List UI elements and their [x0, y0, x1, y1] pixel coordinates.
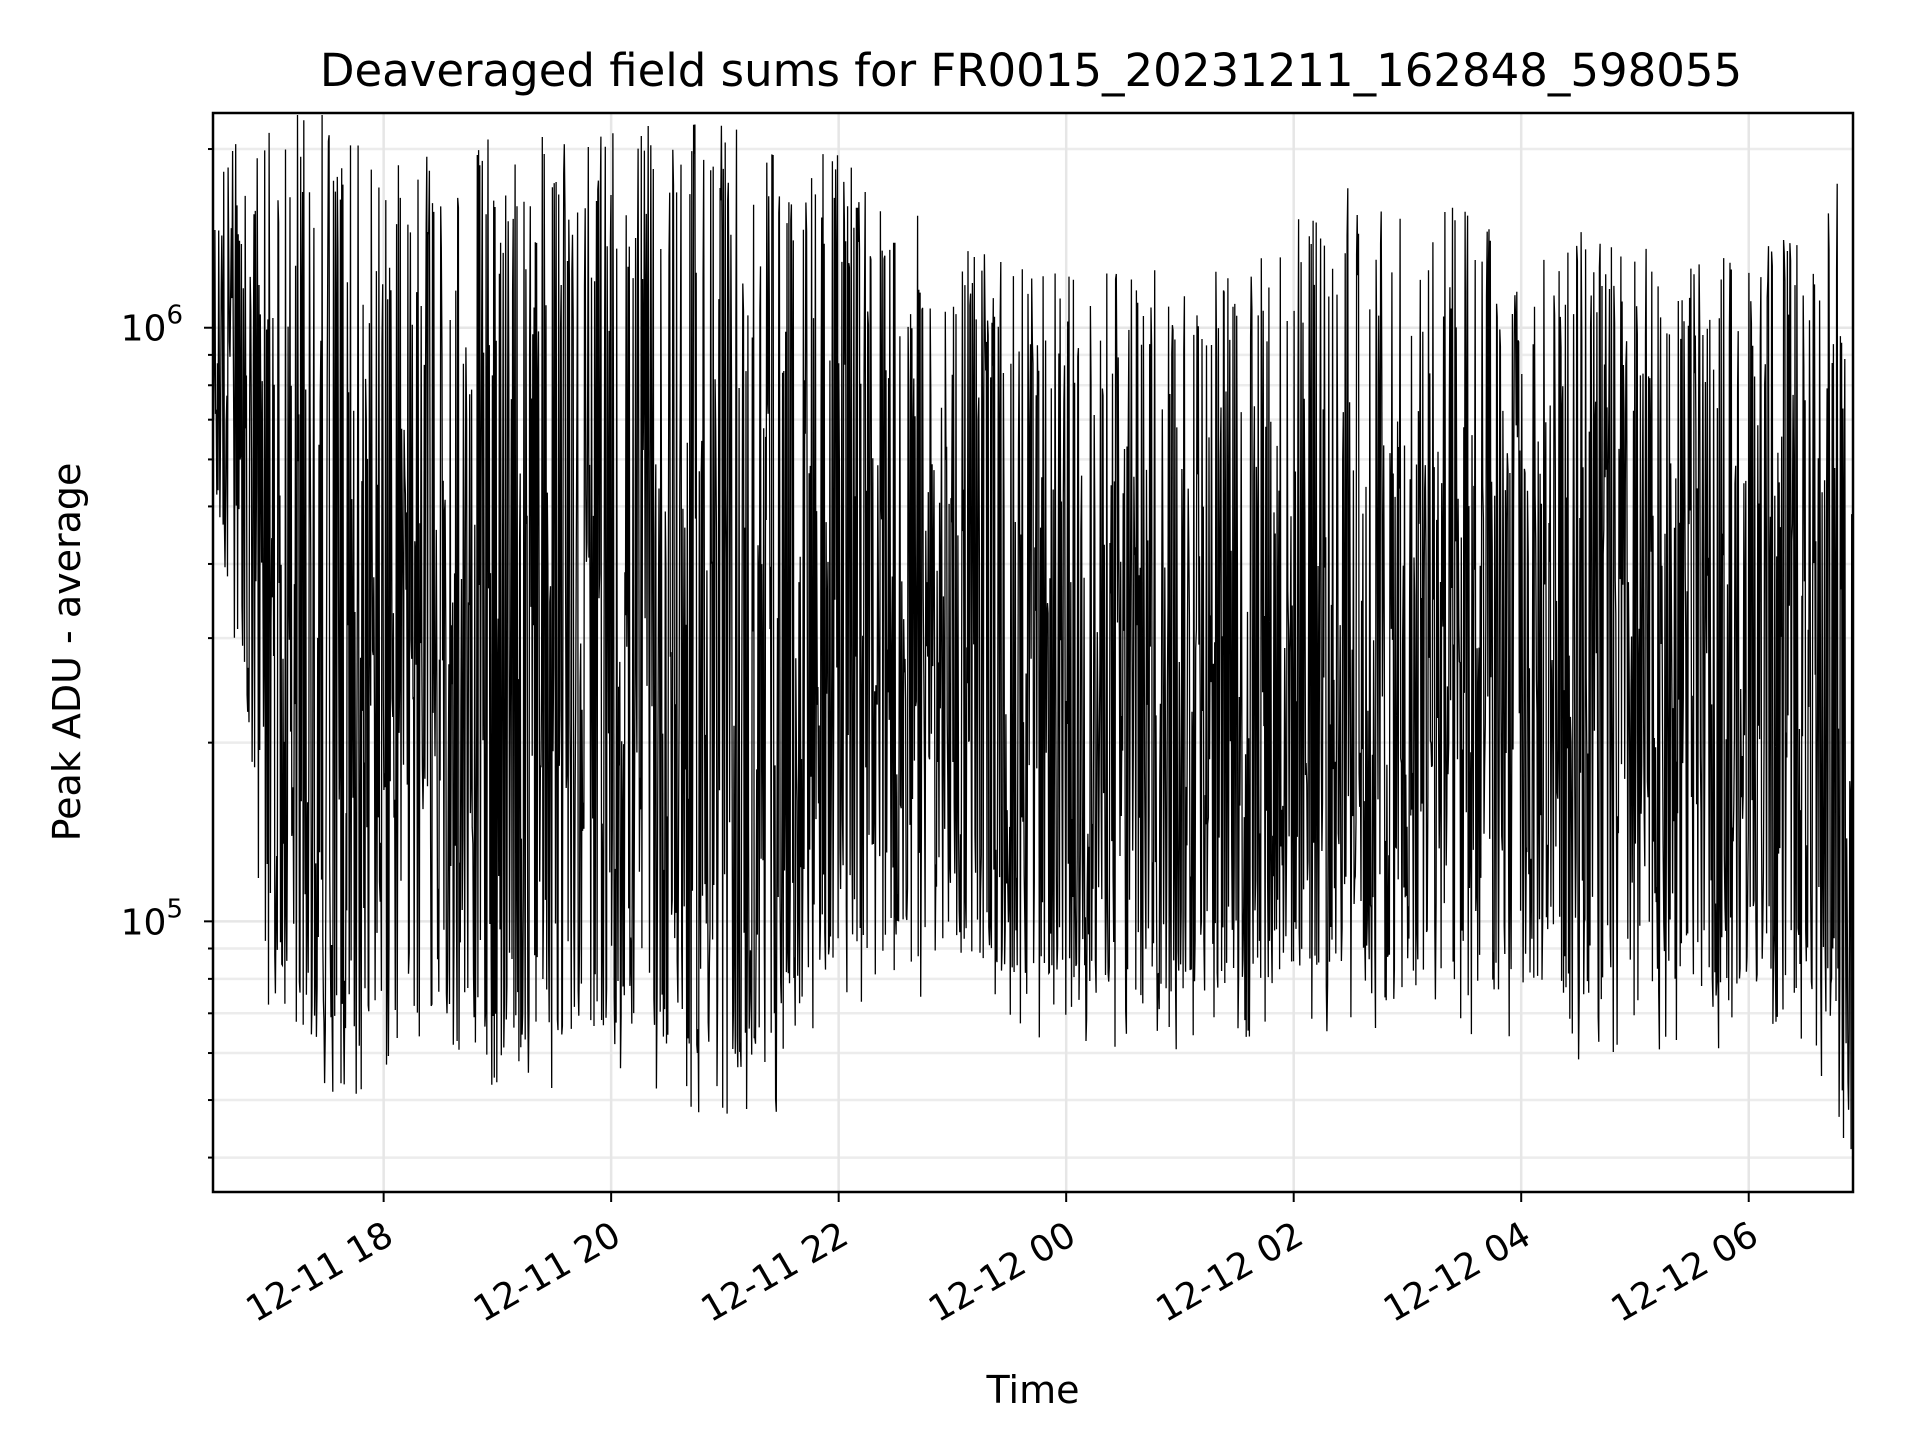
plot-area [212, 114, 1854, 1150]
data-series-line [212, 114, 1854, 1150]
x-axis-label: Time [986, 1368, 1080, 1412]
plot-frame [211, 111, 1855, 1194]
y-axis-label: Peak ADU - average [45, 463, 89, 842]
chart-title: Deaveraged field sums for FR0015_2023121… [320, 44, 1742, 97]
y-tick-label: 105 [121, 894, 183, 943]
y-tick-label: 106 [121, 301, 183, 350]
